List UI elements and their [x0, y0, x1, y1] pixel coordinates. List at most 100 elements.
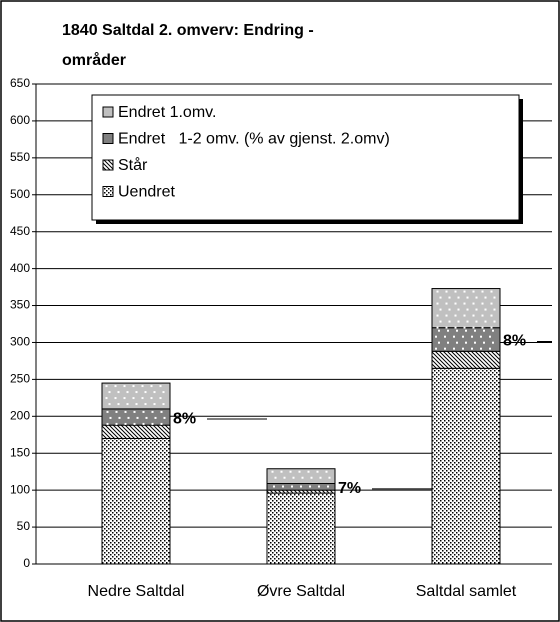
- legend-label: Uendret: [118, 184, 175, 201]
- pattern-dot: [126, 391, 129, 394]
- legend-label: Endret 1.omv.: [118, 104, 216, 121]
- pattern-dot: [456, 329, 458, 332]
- y-tick-label: 450: [10, 224, 30, 238]
- pattern-dot: [457, 308, 460, 311]
- pattern-dot: [493, 308, 496, 311]
- pattern-dot: [490, 326, 493, 329]
- pattern-dot: [162, 403, 165, 406]
- pattern-dot: [151, 422, 154, 425]
- y-tick-label: 250: [10, 372, 30, 386]
- pattern-dot: [142, 422, 145, 425]
- legend-swatch: [102, 159, 114, 171]
- pattern-dot: [456, 341, 458, 344]
- annotation: 7%: [338, 480, 361, 497]
- pattern-dot: [480, 335, 482, 338]
- bar-segment: [431, 367, 501, 565]
- pattern-dot: [439, 296, 442, 299]
- pattern-dot: [466, 308, 469, 311]
- pattern-dot: [445, 302, 448, 305]
- pattern-dot: [484, 320, 487, 323]
- pattern-dot: [106, 410, 109, 413]
- pattern-dot: [447, 341, 449, 344]
- pattern-dot: [448, 296, 451, 299]
- pattern-dot: [481, 302, 484, 305]
- pattern-dot: [123, 385, 126, 388]
- pattern-dot: [144, 391, 147, 394]
- pattern-dot: [300, 485, 302, 488]
- pattern-dot: [141, 397, 144, 400]
- pattern-dot: [444, 335, 446, 338]
- pattern-dot: [150, 397, 153, 400]
- pattern-dot: [457, 320, 460, 323]
- pattern-dot: [114, 397, 117, 400]
- pattern-dot: [123, 397, 126, 400]
- pattern-dot: [328, 476, 331, 479]
- pattern-dot: [471, 335, 473, 338]
- pattern-dot: [106, 422, 109, 425]
- pattern-dot: [472, 326, 475, 329]
- pattern-dot: [142, 410, 145, 413]
- pattern-dot: [118, 416, 121, 419]
- pattern-dot: [145, 416, 148, 419]
- pattern-dot: [105, 385, 108, 388]
- pattern-dot: [325, 470, 328, 473]
- x-tick-label: Nedre Saltdal: [88, 583, 185, 600]
- pattern-dot: [117, 403, 120, 406]
- pattern-dot: [474, 341, 476, 344]
- pattern-dot: [301, 476, 304, 479]
- pattern-dot: [472, 290, 475, 293]
- pattern-dot: [327, 485, 329, 488]
- pattern-dot: [490, 302, 493, 305]
- legend-swatch: [102, 106, 114, 118]
- pattern-dot: [115, 410, 118, 413]
- x-tick-label: Saltdal samlet: [416, 583, 517, 600]
- pattern-dot: [151, 410, 154, 413]
- pattern-dot: [135, 403, 138, 406]
- y-tick-label: 500: [10, 187, 30, 201]
- pattern-dot: [444, 347, 446, 350]
- bar-segment: [266, 492, 336, 565]
- pattern-dot: [463, 314, 466, 317]
- y-tick-label: 600: [10, 113, 30, 127]
- bar-segment: [431, 350, 501, 369]
- pattern-dot: [132, 385, 135, 388]
- pattern-dot: [435, 347, 437, 350]
- bar-segment: [431, 288, 501, 329]
- pattern-dot: [484, 296, 487, 299]
- pattern-dot: [135, 391, 138, 394]
- pattern-dot: [466, 320, 469, 323]
- pattern-dot: [462, 335, 464, 338]
- pattern-dot: [127, 416, 130, 419]
- y-tick-label: 400: [10, 261, 30, 275]
- pattern-dot: [115, 422, 118, 425]
- pattern-dot: [465, 341, 467, 344]
- pattern-dot: [463, 326, 466, 329]
- pattern-dot: [292, 476, 295, 479]
- pattern-dot: [490, 314, 493, 317]
- pattern-dot: [481, 290, 484, 293]
- pattern-dot: [132, 397, 135, 400]
- pattern-dot: [436, 302, 439, 305]
- pattern-dot: [133, 422, 136, 425]
- pattern-dot: [114, 385, 117, 388]
- bar-segment: [101, 408, 171, 426]
- pattern-dot: [307, 470, 310, 473]
- annotation: 8%: [173, 410, 196, 427]
- legend-swatch: [102, 133, 114, 144]
- pattern-dot: [466, 296, 469, 299]
- pattern-dot: [493, 320, 496, 323]
- pattern-dot: [438, 341, 440, 344]
- pattern-dot: [472, 302, 475, 305]
- pattern-dot: [475, 296, 478, 299]
- pattern-dot: [109, 416, 112, 419]
- pattern-dot: [445, 326, 448, 329]
- pattern-dot: [154, 416, 157, 419]
- pattern-dot: [160, 422, 163, 425]
- legend-swatch: [102, 186, 114, 197]
- legend-label: Endret 1-2 omv. (% av gjenst. 2.omv): [118, 131, 390, 148]
- pattern-dot: [457, 296, 460, 299]
- pattern-dot: [126, 403, 129, 406]
- pattern-dot: [453, 335, 455, 338]
- pattern-dot: [117, 391, 120, 394]
- legend: [91, 94, 520, 221]
